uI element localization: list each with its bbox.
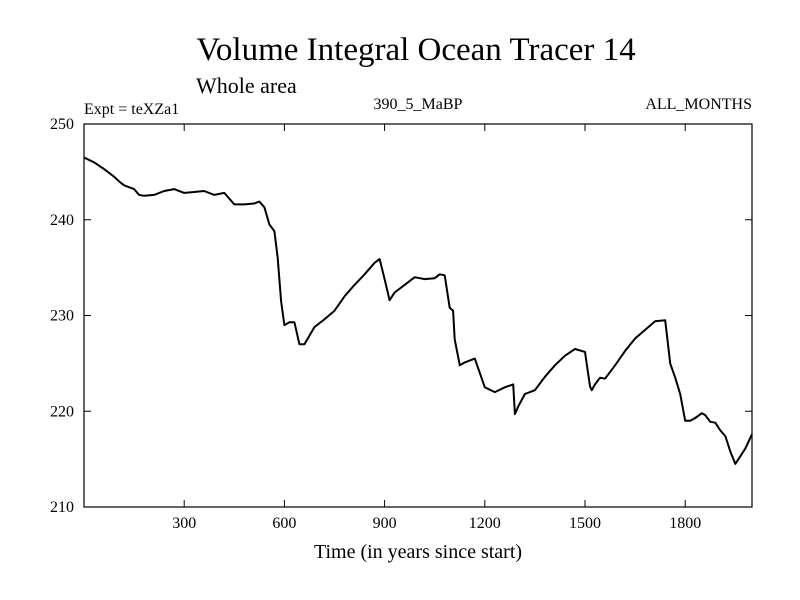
experiment-label: Expt = teXZa1 [84, 101, 179, 118]
chart-title: Volume Integral Ocean Tracer 14 [196, 32, 635, 68]
months-label: ALL_MONTHS [645, 96, 752, 113]
series-line [83, 156, 753, 465]
x-tick-label: 600 [272, 515, 296, 532]
plot-frame [83, 123, 753, 508]
y-tick-label: 220 [50, 403, 74, 420]
chart-subtitle: Whole area [196, 73, 297, 98]
x-tick-label: 1200 [469, 515, 501, 532]
x-tick-label: 1800 [669, 515, 701, 532]
y-tick-label: 250 [50, 116, 74, 133]
x-tick-label: 900 [373, 515, 397, 532]
y-tick-label: 230 [50, 308, 74, 325]
y-tick-label: 210 [50, 499, 74, 516]
period-label: 390_5_MaBP [374, 96, 463, 113]
y-tick-label: 240 [50, 212, 74, 229]
x-axis-label: Time (in years since start) [314, 541, 522, 563]
x-tick-label: 300 [172, 515, 196, 532]
axis-ticks: 300 600 900 1200 1500 1800 210 220 230 240 250 [50, 116, 752, 532]
x-tick-label: 1500 [569, 515, 601, 532]
